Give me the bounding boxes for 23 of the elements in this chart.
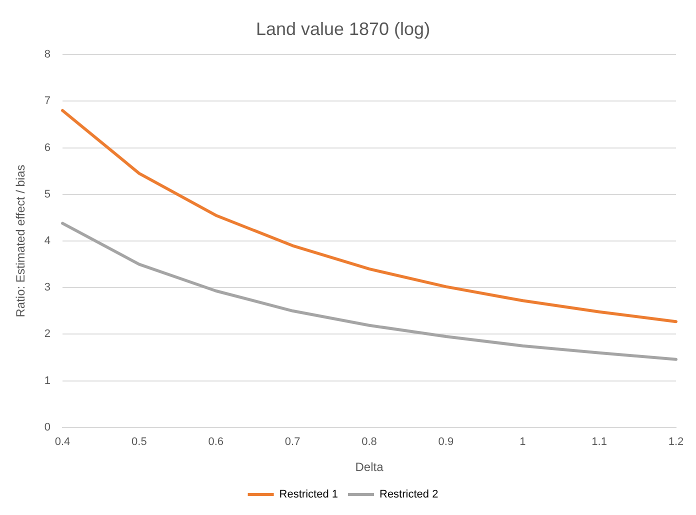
y-tick-label: 1 — [44, 374, 51, 387]
y-tick-label: 5 — [44, 188, 51, 200]
x-tick-label: 0.9 — [438, 436, 454, 448]
x-tick-label: 0.6 — [208, 436, 224, 448]
x-tick-label: 0.5 — [132, 436, 147, 448]
x-tick-label: 1 — [520, 436, 526, 448]
x-axis-title: Delta — [355, 460, 384, 474]
x-tick-label: 0.7 — [284, 436, 300, 448]
x-tick-label: 0.8 — [362, 436, 377, 448]
x-tick-label: 1.1 — [592, 436, 607, 448]
legend-label: Restricted 1 — [279, 488, 338, 501]
y-tick-label: 8 — [44, 48, 51, 61]
y-tick-label: 3 — [44, 282, 51, 294]
x-tick-label: 1.2 — [668, 436, 684, 448]
y-tick-label: 6 — [44, 142, 51, 154]
chart-title: Land value 1870 (log) — [256, 18, 430, 39]
y-axis-title: Ratio: Estimated effect / bias — [14, 164, 28, 318]
y-tick-label: 4 — [44, 235, 51, 248]
legend-label: Restricted 2 — [380, 488, 438, 501]
y-tick-label: 7 — [44, 95, 51, 108]
x-tick-label: 0.4 — [54, 436, 70, 448]
y-tick-label: 0 — [44, 421, 51, 434]
y-tick-label: 2 — [44, 328, 51, 340]
